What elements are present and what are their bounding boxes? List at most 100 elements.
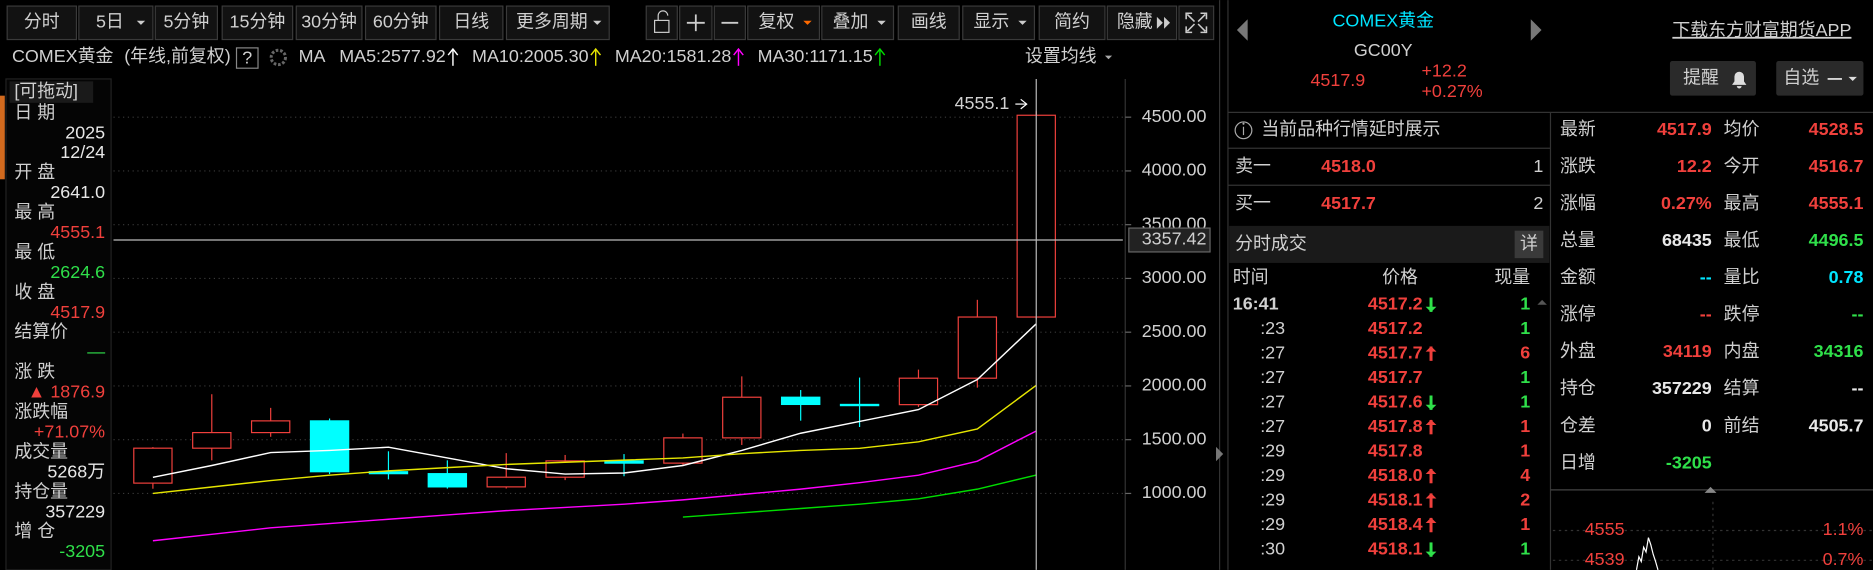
mini-price-label: 4555 bbox=[1585, 519, 1625, 539]
period-tab[interactable] bbox=[6, 5, 78, 41]
ma-legend: MA10:2005.30 bbox=[472, 46, 589, 66]
ma-trend-arrow bbox=[447, 47, 459, 56]
stat-label: 涨停 bbox=[1560, 304, 1596, 324]
trade-price: 4517.2 bbox=[1368, 318, 1423, 338]
watch-label[interactable]: 自选 bbox=[1783, 68, 1819, 88]
info-label: 开 盘 bbox=[14, 162, 55, 182]
period-tab[interactable] bbox=[154, 5, 218, 41]
info-icon bbox=[1242, 122, 1245, 125]
trade-volume: 4 bbox=[1520, 465, 1530, 485]
fullscreen-button[interactable] bbox=[1178, 5, 1215, 41]
quote-code: GC00Y bbox=[1354, 40, 1413, 60]
detail-button[interactable] bbox=[1514, 230, 1544, 259]
alert-button[interactable] bbox=[1669, 61, 1756, 96]
trade-price: 4517.7 bbox=[1368, 342, 1423, 362]
detail-label[interactable]: 详 bbox=[1520, 234, 1538, 254]
stat-value: 0.27% bbox=[1661, 193, 1712, 213]
tool-button[interactable] bbox=[1038, 5, 1106, 41]
info-value: 4517.9 bbox=[50, 302, 105, 322]
stat-label: 结算 bbox=[1724, 378, 1760, 398]
candle-body bbox=[898, 377, 939, 406]
trade-time: :29 bbox=[1260, 514, 1285, 534]
drag-handle[interactable] bbox=[9, 81, 94, 103]
tool-label[interactable]: 简约 bbox=[1054, 12, 1090, 32]
trade-volume: 1 bbox=[1520, 318, 1530, 338]
period-label[interactable]: 30分钟 bbox=[301, 12, 357, 32]
mini-price-label: 4539 bbox=[1585, 549, 1625, 569]
candle-body bbox=[780, 396, 821, 406]
tool-label[interactable]: 隐藏 bbox=[1117, 12, 1153, 32]
stat-value: 4505.7 bbox=[1809, 415, 1864, 435]
mini-price-line bbox=[1635, 537, 1659, 570]
stat-value: -3205 bbox=[1666, 452, 1712, 472]
info-value: 2624.6 bbox=[50, 262, 105, 282]
trade-volume: 1 bbox=[1520, 293, 1530, 313]
stat-label: 仓差 bbox=[1560, 415, 1596, 435]
info-panel bbox=[5, 78, 112, 570]
tool-label[interactable]: 画线 bbox=[911, 12, 947, 32]
ma-trend-arrow bbox=[733, 47, 744, 56]
trade-volume: 1 bbox=[1520, 391, 1530, 411]
info-value: 5268万 bbox=[47, 461, 105, 481]
trades-header bbox=[1229, 225, 1550, 263]
dropdown-icon bbox=[593, 20, 602, 25]
trade-time: :29 bbox=[1260, 465, 1285, 485]
unlock-button[interactable] bbox=[645, 5, 678, 41]
period-label[interactable]: 15分钟 bbox=[230, 12, 286, 32]
quote-name: COMEX黄金 bbox=[1333, 10, 1435, 30]
sort-icon bbox=[1537, 299, 1547, 305]
stat-value: 357229 bbox=[1652, 378, 1712, 398]
stat-value: -- bbox=[1700, 267, 1712, 287]
ma-trend-arrow bbox=[590, 47, 602, 56]
info-label: 成交量 bbox=[14, 441, 68, 461]
period-label[interactable]: 日线 bbox=[453, 12, 489, 32]
period-tab[interactable] bbox=[295, 5, 363, 41]
download-link[interactable]: 下载东方财富期货APP bbox=[1672, 20, 1851, 40]
chart-mode: (年线,前复权) bbox=[124, 46, 230, 66]
trade-time: :27 bbox=[1260, 367, 1285, 387]
order-side: 买一 bbox=[1235, 193, 1271, 213]
info-value: ▲ 1876.9 bbox=[28, 382, 106, 402]
trade-price: 4517.8 bbox=[1368, 440, 1423, 460]
period-label[interactable]: 60分钟 bbox=[373, 12, 429, 32]
mini-pct-label: 0.7% bbox=[1823, 549, 1864, 569]
stat-value: -- bbox=[1852, 304, 1864, 324]
ma-settings[interactable]: 设置均线 bbox=[1025, 46, 1097, 66]
bell-icon bbox=[1732, 71, 1747, 89]
help-button[interactable] bbox=[235, 47, 259, 69]
period-label[interactable]: 更多周期 bbox=[516, 12, 588, 32]
dropdown-icon bbox=[1104, 55, 1113, 60]
trade-time: :29 bbox=[1260, 489, 1285, 509]
info-label: 增 仓 bbox=[14, 521, 55, 541]
trade-time: :27 bbox=[1260, 342, 1285, 362]
tool-label[interactable]: 复权 bbox=[759, 12, 795, 32]
period-tab[interactable] bbox=[505, 5, 610, 41]
tool-label[interactable]: 显示 bbox=[974, 12, 1010, 32]
candle-body bbox=[839, 403, 880, 407]
stat-label: 最新 bbox=[1560, 119, 1596, 139]
help-label[interactable]: ? bbox=[242, 47, 252, 67]
watch-button[interactable] bbox=[1776, 61, 1864, 96]
tool-button[interactable] bbox=[897, 5, 960, 41]
tool-label[interactable]: 叠加 bbox=[833, 12, 869, 32]
period-label[interactable]: 5日 bbox=[96, 12, 124, 32]
info-label: 结算价 bbox=[14, 322, 68, 342]
trade-time: :23 bbox=[1260, 318, 1285, 338]
period-label[interactable]: 5分钟 bbox=[163, 12, 209, 32]
stat-label: 最高 bbox=[1724, 193, 1760, 213]
info-value: — bbox=[87, 342, 105, 362]
period-tab[interactable] bbox=[438, 5, 504, 41]
stat-label: 外盘 bbox=[1560, 341, 1596, 361]
period-label[interactable]: 分时 bbox=[24, 12, 60, 32]
trade-time: :30 bbox=[1260, 538, 1285, 558]
period-tab[interactable] bbox=[364, 5, 437, 41]
high-annotation-arrow bbox=[1020, 98, 1028, 110]
alert-label[interactable]: 提醒 bbox=[1683, 68, 1719, 88]
info-label: 涨 跌 bbox=[14, 362, 55, 382]
ma-line bbox=[152, 384, 1037, 495]
trade-volume: 1 bbox=[1520, 440, 1530, 460]
drag-label[interactable]: [可拖动] bbox=[14, 81, 78, 101]
period-tab[interactable] bbox=[221, 5, 294, 41]
stat-label: 涨幅 bbox=[1560, 193, 1596, 213]
